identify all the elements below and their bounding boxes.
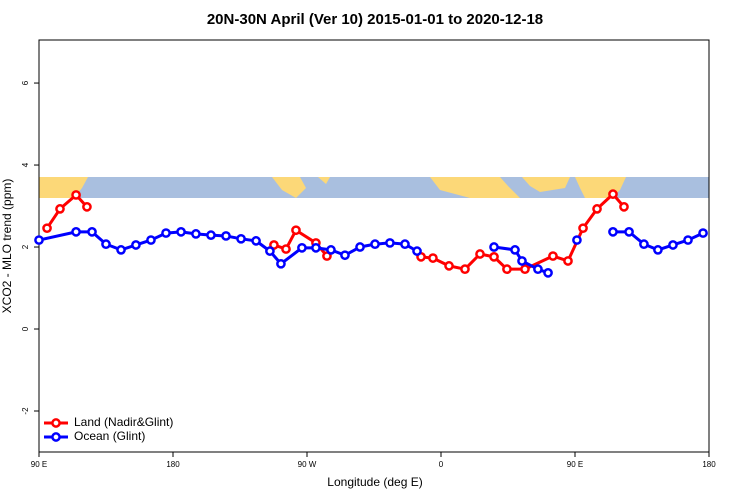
data-point <box>146 235 156 245</box>
legend: Land (Nadir&Glint)Ocean (Glint) <box>44 415 173 443</box>
x-tick-label: 0 <box>439 460 444 469</box>
data-point <box>460 264 470 275</box>
data-point <box>221 231 231 241</box>
data-point <box>400 239 410 250</box>
data-point <box>683 235 693 245</box>
x-tick-label: 90 W <box>298 460 317 469</box>
data-point <box>42 223 52 234</box>
y-tick-label: -2 <box>21 407 30 415</box>
data-point <box>161 228 171 238</box>
data-point <box>55 204 65 214</box>
data-point <box>428 253 438 263</box>
data-point <box>608 227 618 237</box>
series-line <box>38 230 704 275</box>
data-point <box>87 227 97 237</box>
data-point <box>176 227 186 237</box>
data-point <box>370 239 380 250</box>
data-point <box>355 242 365 252</box>
data-point <box>668 240 678 250</box>
data-point <box>34 235 44 245</box>
y-tick-label: 2 <box>21 244 30 249</box>
data-point <box>281 244 291 254</box>
data-point <box>340 250 350 261</box>
data-point <box>624 227 634 237</box>
y-axis-label: XCO2 - MLO trend (ppm) <box>0 179 14 314</box>
data-point <box>698 228 708 238</box>
y-tick-label: 0 <box>21 326 30 331</box>
data-point <box>517 256 527 266</box>
data-point <box>236 233 246 244</box>
chart-title: 20N-30N April (Ver 10) 2015-01-01 to 202… <box>207 11 543 28</box>
data-point <box>71 190 81 200</box>
y-tick-label: 4 <box>21 162 30 167</box>
data-point <box>592 204 602 214</box>
data-point <box>265 246 275 256</box>
x-axis-label: Longitude (deg E) <box>327 475 422 489</box>
legend-marker <box>51 418 61 428</box>
x-tick-label: 90 E <box>567 460 583 469</box>
data-point <box>572 235 582 245</box>
data-point <box>297 242 307 253</box>
data-point <box>475 249 485 259</box>
x-tick-label: 180 <box>166 460 180 469</box>
data-point <box>131 240 141 250</box>
data-point <box>502 264 512 275</box>
data-point <box>639 239 649 250</box>
data-point <box>543 268 553 278</box>
data-point <box>510 245 520 255</box>
data-point <box>412 246 422 256</box>
data-point <box>206 230 216 240</box>
map-strip <box>39 177 709 198</box>
data-point <box>191 229 201 239</box>
data-point <box>444 261 454 271</box>
data-point <box>251 236 261 246</box>
data-point <box>311 242 321 253</box>
legend-label: Ocean (Glint) <box>74 429 145 443</box>
data-point <box>489 252 499 262</box>
data-point <box>385 238 395 248</box>
data-point <box>276 258 286 269</box>
data-point <box>653 245 663 255</box>
data-point <box>548 251 558 261</box>
data-point <box>291 225 301 236</box>
y-tick-label: 6 <box>21 80 30 85</box>
plot-frame <box>38 39 710 453</box>
data-point <box>578 223 588 234</box>
x-tick-label: 90 E <box>31 460 47 469</box>
data-point <box>326 245 336 255</box>
data-point <box>82 201 92 212</box>
data-point <box>533 264 543 275</box>
legend-label: Land (Nadir&Glint) <box>74 415 173 429</box>
legend-marker <box>51 432 61 442</box>
data-point <box>116 245 126 255</box>
data-point <box>101 239 111 250</box>
x-tick-label: 180 <box>702 460 716 469</box>
data-point <box>489 242 499 252</box>
data-point <box>608 189 618 199</box>
series-line <box>45 192 626 271</box>
data-point <box>71 227 81 237</box>
data-point <box>563 256 573 266</box>
data-point <box>520 264 530 275</box>
data-point <box>619 201 629 212</box>
